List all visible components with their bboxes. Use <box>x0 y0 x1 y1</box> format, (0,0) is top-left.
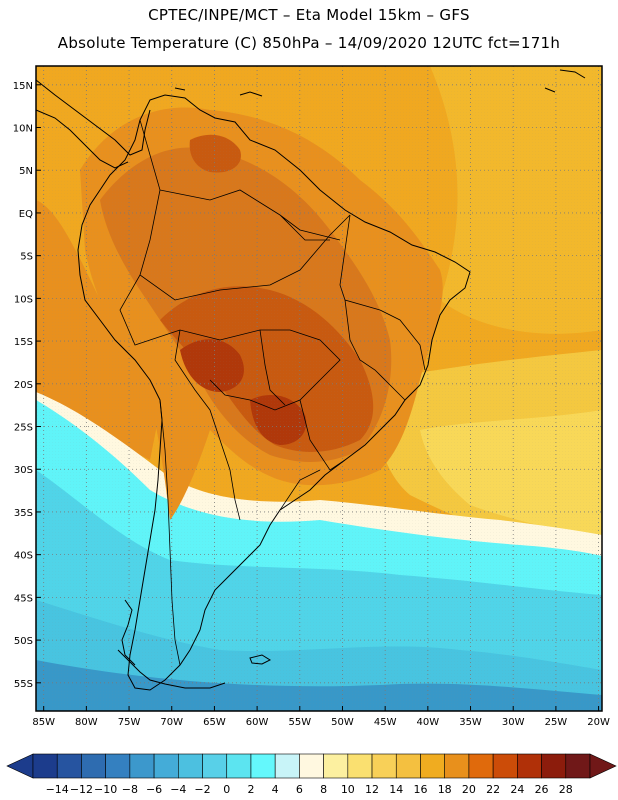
temperature-field <box>36 66 602 711</box>
colorbar-segment <box>517 753 542 779</box>
colorbar-segment <box>565 753 591 779</box>
colorbar-segment <box>56 753 82 779</box>
lat-label: 5S <box>20 252 33 263</box>
lon-label: 85W <box>32 717 55 728</box>
lon-label: 70W <box>160 717 183 728</box>
caribbean-islands <box>174 69 586 97</box>
map-frame <box>35 65 603 712</box>
colorbar-label: 6 <box>296 783 303 796</box>
colorbar-segment <box>81 753 106 779</box>
colorbar-label: −12 <box>70 783 93 796</box>
lat-label: 10N <box>13 124 33 135</box>
colorbar-label: −10 <box>94 783 117 796</box>
longitude-labels: 85W 80W 75W 70W 65W 60W 55W 50W 45W 40W 35W 30W 25W 2… <box>32 706 610 728</box>
lat-label: 30S <box>14 465 33 476</box>
colorbar-segment <box>468 753 494 779</box>
chile-archipelago <box>117 599 226 689</box>
colorbar-label: 26 <box>535 783 549 796</box>
lon-label: 60W <box>246 717 269 728</box>
colorbar-segment <box>444 753 470 779</box>
colorbar-label: 16 <box>413 783 427 796</box>
lat-label: 5N <box>19 166 33 177</box>
colorbar-segment <box>347 753 373 779</box>
lat-label: 15S <box>14 337 33 348</box>
colorbar-segment <box>323 753 349 779</box>
colorbar-segment <box>105 753 131 779</box>
colorbar-segment <box>395 753 421 779</box>
lon-label: 75W <box>118 717 141 728</box>
colorbar-segment <box>202 753 228 779</box>
lon-label: 55W <box>288 717 311 728</box>
lat-label: 55S <box>14 679 33 690</box>
lon-label: 45W <box>374 717 397 728</box>
lat-label: 10S <box>14 294 33 305</box>
lon-label: 25W <box>545 717 568 728</box>
lat-label: 45S <box>14 593 33 604</box>
lon-label: 80W <box>75 717 98 728</box>
lat-label: 20S <box>14 380 33 391</box>
colorbar-label: 24 <box>510 783 524 796</box>
lon-label: 20W <box>587 717 610 728</box>
colorbar-label: 4 <box>272 783 279 796</box>
colorbar-label: 28 <box>559 783 573 796</box>
colorbar-label: −6 <box>146 783 162 796</box>
south-america-coastline <box>77 94 471 691</box>
colorbar-label: 12 <box>365 783 379 796</box>
colorbar-label: 20 <box>462 783 476 796</box>
colorbar-label: 18 <box>438 783 452 796</box>
colorbar-label: 10 <box>341 783 355 796</box>
colorbar-segment <box>420 753 445 779</box>
colorbar-label: 14 <box>389 783 403 796</box>
lat-label: 40S <box>14 551 33 562</box>
colorbar-label: 0 <box>223 783 230 796</box>
colorbar-segment <box>32 753 58 779</box>
lon-label: 35W <box>459 717 482 728</box>
colorbar-segment <box>178 753 203 779</box>
colorbar-segment <box>129 753 155 779</box>
lat-label: 15N <box>13 81 33 92</box>
colorbar-segment <box>541 753 567 779</box>
colorbar: −14 −12 −10 −8 −6 −4 −2 0 2 4 6 8 10 12 14 16 18 20 22 24 26… <box>6 753 617 796</box>
colorbar-segment <box>226 753 252 779</box>
central-america-coastline <box>35 79 151 169</box>
colorbar-segment <box>492 753 518 779</box>
lon-label: 30W <box>502 717 525 728</box>
colorbar-segment <box>371 753 397 779</box>
colorbar-segment <box>274 753 300 779</box>
lat-label: EQ <box>19 209 33 220</box>
lon-label: 50W <box>331 717 354 728</box>
map-title-line2: Absolute Temperature (C) 850hPa – 14/09/… <box>57 34 561 52</box>
colorbar-segment <box>153 753 179 779</box>
colorbar-segment <box>250 753 276 779</box>
colorbar-label: −8 <box>122 783 138 796</box>
colorbar-label: −2 <box>194 783 210 796</box>
lon-label: 40W <box>417 717 440 728</box>
falkland-islands <box>249 654 272 665</box>
colorbar-label: 8 <box>320 783 327 796</box>
lat-label: 25S <box>14 423 33 434</box>
colorbar-arrow-low <box>6 753 34 779</box>
country-borders <box>35 69 586 691</box>
colorbar-label: 2 <box>247 783 254 796</box>
map-title-line1: CPTEC/INPE/MCT – Eta Model 15km – GFS <box>148 6 470 24</box>
colorbar-label: −14 <box>46 783 69 796</box>
colorbar-segment <box>299 753 324 779</box>
internal-borders <box>119 119 426 666</box>
lon-label: 65W <box>203 717 226 728</box>
lat-label: 35S <box>14 508 33 519</box>
colorbar-label: 22 <box>486 783 500 796</box>
latitude-labels: 15N 10N 5N EQ 5S 10S 15S 20S 25S 30S 35S 40S 45S 50S 5… <box>13 81 41 690</box>
lat-label: 50S <box>14 636 33 647</box>
colorbar-arrow-high <box>589 753 617 779</box>
colorbar-label: −4 <box>170 783 186 796</box>
